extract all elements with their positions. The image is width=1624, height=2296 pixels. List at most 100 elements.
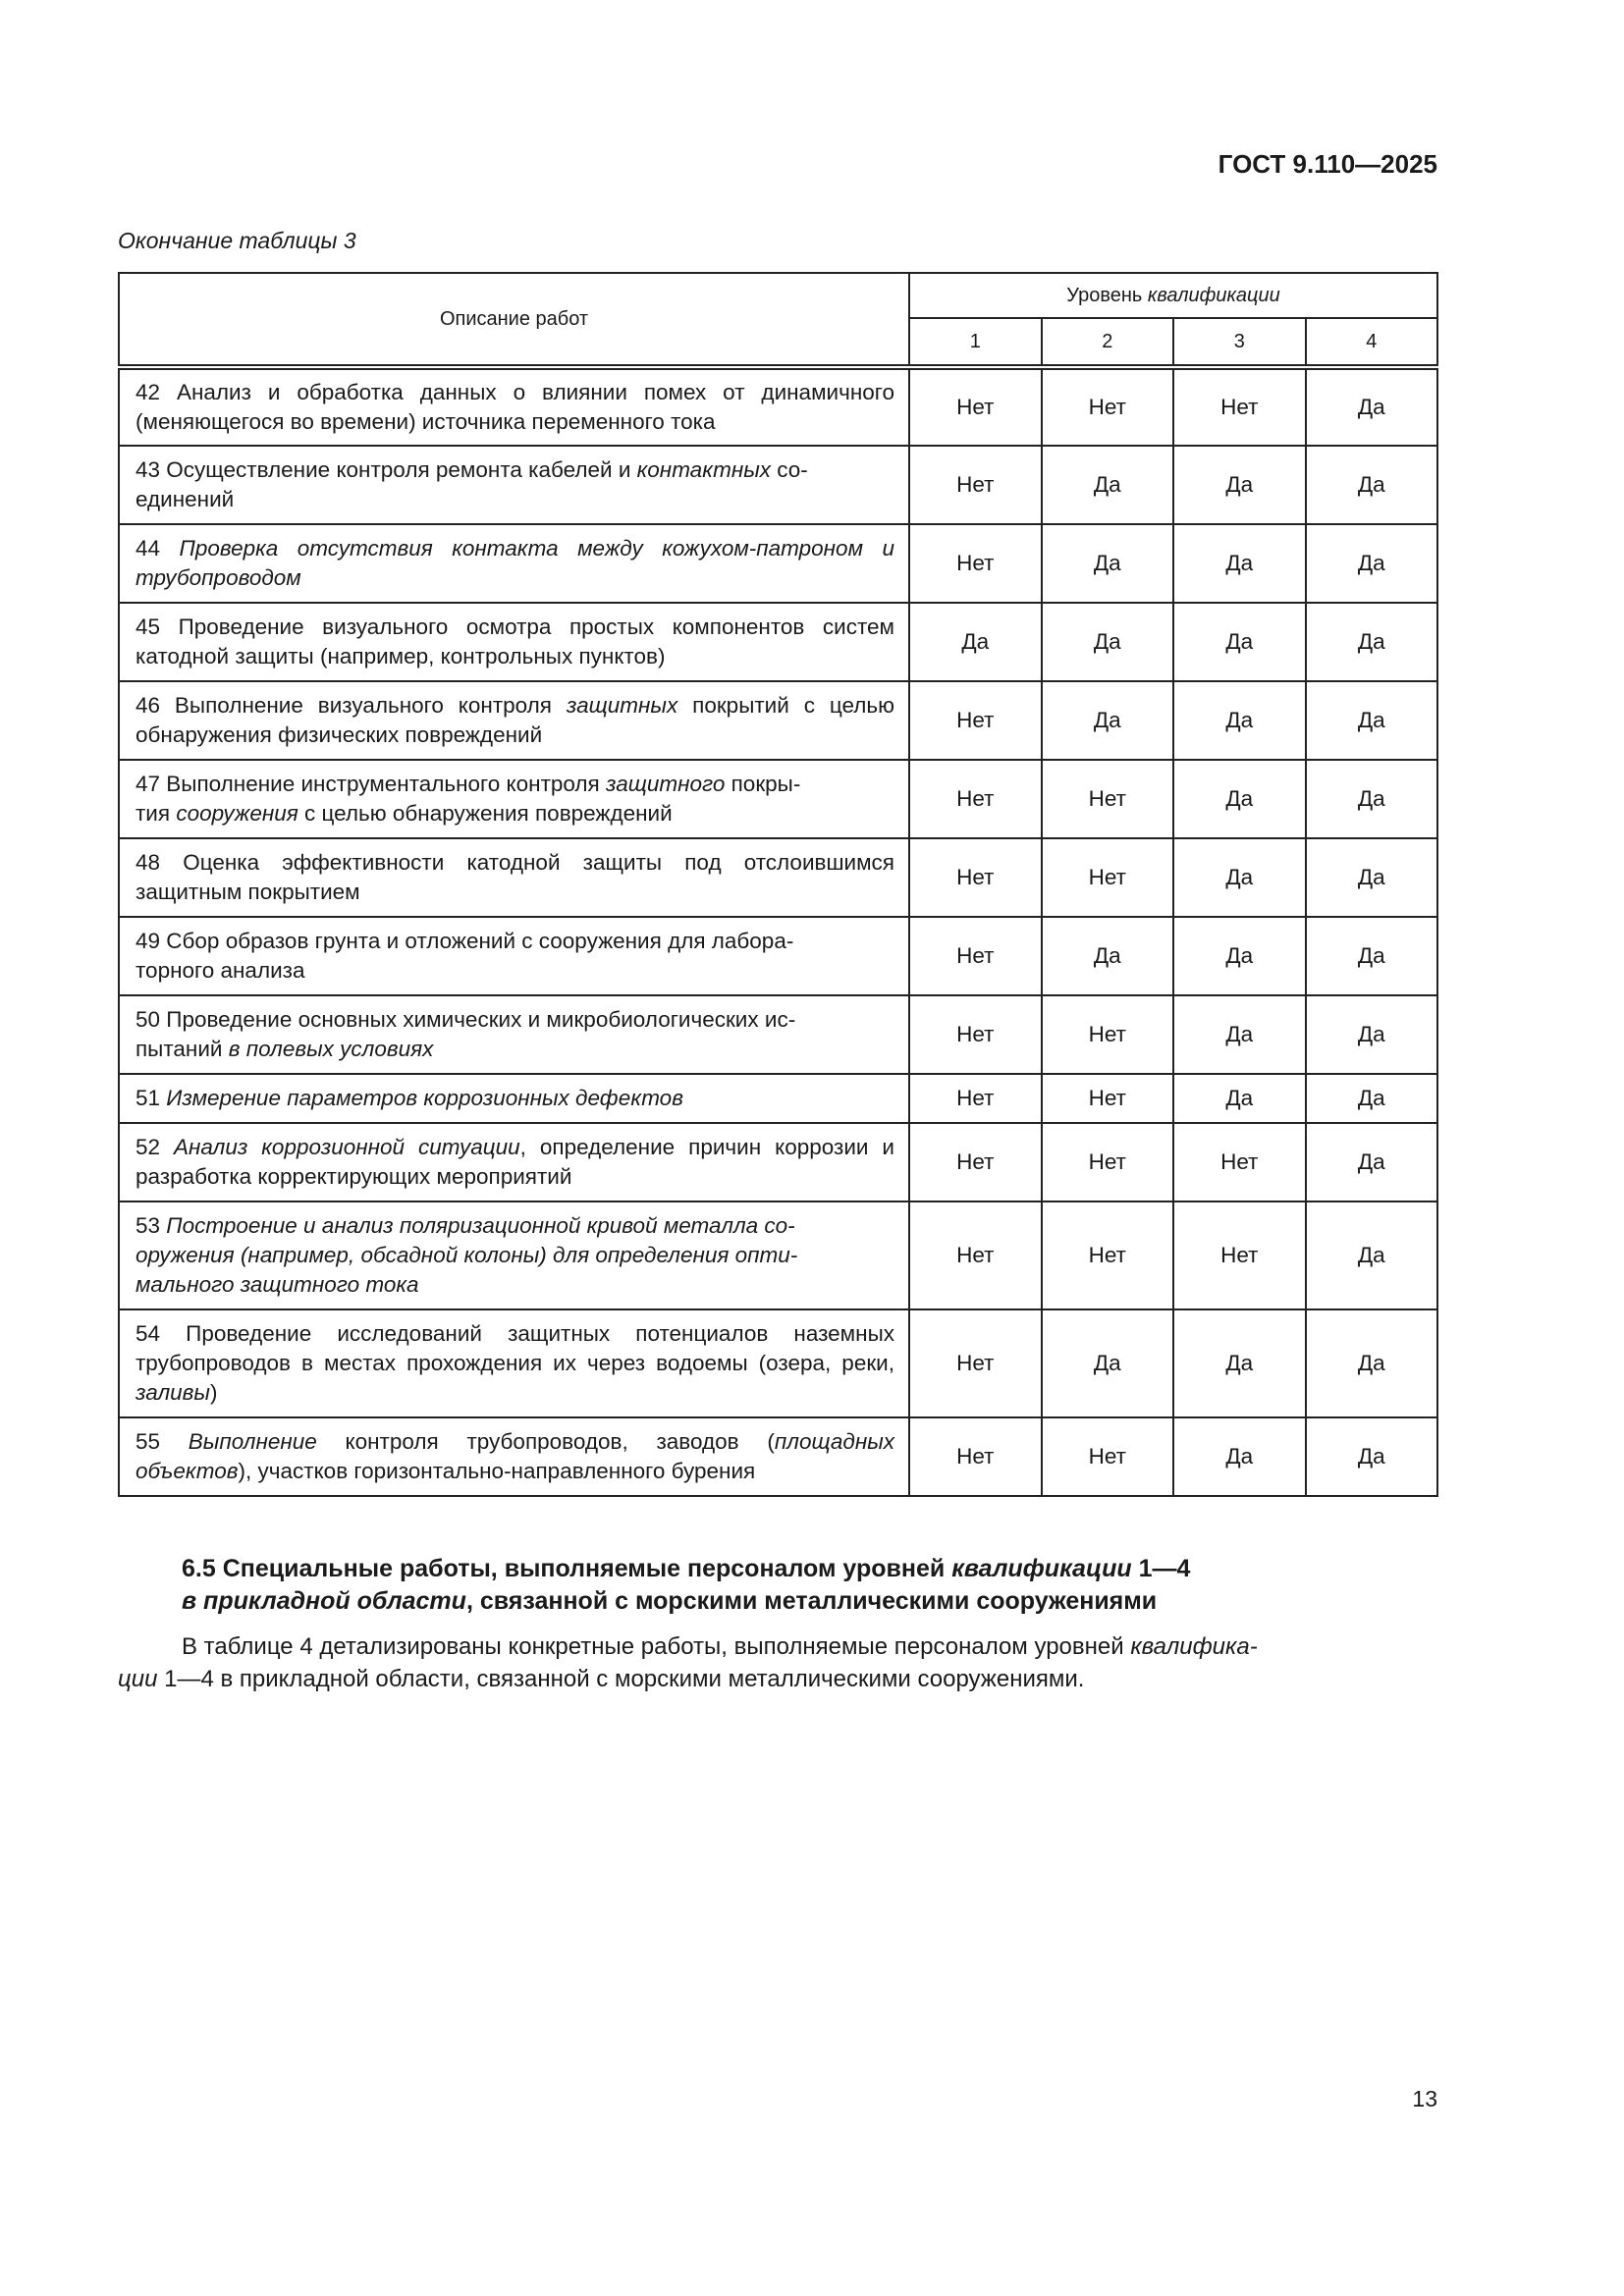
work-description: 54 Проведение исследований защитных поте… [118,1308,910,1418]
level-3-value: Нет [1172,366,1307,447]
level-3-value: Да [1172,916,1307,996]
level-3-value: Да [1172,523,1307,604]
level-2-value: Нет [1040,759,1174,839]
italic-text: квалифика- ции [118,1633,1258,1692]
level-3-value: Да [1172,837,1307,918]
level-header-italic: квалификации [1147,284,1280,306]
work-description: 53 Построение и анализ поляризационной к… [118,1201,910,1310]
level-3-value: Да [1172,1308,1307,1418]
table-row: 53 Построение и анализ поляризационной к… [118,1201,1438,1310]
level-2-value: Нет [1040,1416,1174,1497]
text: 52 [135,1135,175,1159]
work-description: 45 Проведение визуального осмотра просты… [118,602,910,682]
level-4-value: Да [1304,680,1438,761]
text: покры- тия [135,772,801,826]
text: 42 Анализ и обработка данных о влиянии п… [135,380,894,434]
work-description: 55 Выполнение контроля трубопроводов, за… [118,1416,910,1497]
level-header-2: 2 [1040,317,1174,370]
text: 49 Сбор образов грунта и отложений с соо… [135,929,794,983]
italic-text: защитного [605,772,726,796]
text: 45 Проведение визуального осмотра просты… [135,614,894,668]
level-1-value: Нет [908,523,1043,604]
table-row: 43 Осуществление контроля ремонта кабеле… [118,445,1438,525]
level-1-value: Нет [908,759,1043,839]
italic-text: защитных [566,693,678,718]
section-heading: 6.5 Специальные работы, выполняемые перс… [182,1553,1429,1618]
level-3-value: Да [1172,759,1307,839]
text: ) [209,1380,218,1405]
italic-text: заливы [135,1380,210,1405]
level-4-value: Да [1304,602,1438,682]
level-4-value: Да [1304,1416,1438,1497]
table-row: 42 Анализ и обработка данных о влиянии п… [118,366,1438,447]
work-description: 52 Анализ коррозионной ситуации, определ… [118,1122,910,1202]
table-row: 55 Выполнение контроля трубопроводов, за… [118,1416,1438,1497]
level-2-value: Да [1040,680,1174,761]
level-3-value: Да [1172,1073,1307,1124]
italic-text: Выполнение [188,1429,317,1454]
text: 44 [135,536,180,561]
table-row: 50 Проведение основных химических и микр… [118,994,1438,1075]
level-3-value: Да [1172,994,1307,1075]
italic-text: контактных [636,457,772,482]
level-4-value: Да [1304,1073,1438,1124]
level-1-value: Нет [908,1416,1043,1497]
text: 1—4 в прикладной области, связанной с мо… [157,1666,1085,1692]
level-2-value: Нет [1040,1122,1174,1202]
level-4-value: Да [1304,366,1438,447]
level-4-value: Да [1304,1122,1438,1202]
table-row: 51 Измерение параметров коррозионных деф… [118,1073,1438,1124]
work-description: 46 Выполнение визуального контроля защит… [118,680,910,761]
level-4-value: Да [1304,994,1438,1075]
level-2-value: Нет [1040,837,1174,918]
level-1-value: Нет [908,366,1043,447]
text: 54 Проведение исследований защитных поте… [135,1321,894,1375]
text: 55 [135,1429,189,1454]
level-2-value: Да [1040,1308,1174,1418]
level-4-value: Да [1304,1201,1438,1310]
text: , определение причин коррозии и разработ… [135,1135,894,1189]
work-description: 50 Проведение основных химических и микр… [118,994,910,1075]
level-2-value: Да [1040,445,1174,525]
text: 6.5 Специальные работы, выполняемые перс… [182,1555,952,1582]
text: 53 [135,1213,167,1238]
work-description: 49 Сбор образов грунта и отложений с соо… [118,916,910,996]
level-1-value: Нет [908,837,1043,918]
text: , связанной с морскими металлическими со… [465,1587,1158,1615]
work-description: 48 Оценка эффективности катодной защиты … [118,837,910,918]
table-row: 54 Проведение исследований защитных поте… [118,1308,1438,1418]
table-row: 48 Оценка эффективности катодной защиты … [118,837,1438,918]
section-paragraph: В таблице 4 детализированы конкретные ра… [118,1630,1438,1695]
level-1-value: Нет [908,1201,1043,1310]
work-description: 44 Проверка отсутствия контакта между ко… [118,523,910,604]
italic-text: в полевых условиях [228,1037,434,1061]
italic-text: Проверка отсутствия контакта между кожух… [135,536,894,590]
text: со- единений [135,457,808,511]
level-3-value: Да [1172,680,1307,761]
document-code: ГОСТ 9.110—2025 [1218,149,1437,179]
level-2-value: Нет [1040,366,1174,447]
table-caption: Окончание таблицы 3 [118,228,356,253]
level-1-value: Нет [908,680,1043,761]
italic-text: квалификации [951,1555,1132,1582]
text: 48 Оценка эффективности катодной защиты … [135,850,894,904]
level-3-value: Да [1172,602,1307,682]
text: с целью обнаружения повреждений [298,801,673,826]
level-2-value: Да [1040,916,1174,996]
level-4-value: Да [1304,523,1438,604]
table-row: 44 Проверка отсутствия контакта между ко… [118,523,1438,604]
column-header-level: Уровень квалификации [908,272,1438,319]
italic-text: площадных объектов [135,1429,895,1483]
level-4-value: Да [1304,759,1438,839]
text: покрытий с целью обнаружения физических … [135,693,894,747]
table-row: 49 Сбор образов грунта и отложений с соо… [118,916,1438,996]
italic-text: Измерение параметров коррозионных дефект… [166,1086,683,1110]
level-header-4: 4 [1304,317,1438,370]
level-4-value: Да [1304,1308,1438,1418]
level-header-prefix: Уровень [1066,284,1148,306]
text: 50 Проведение основных химических и микр… [135,1007,796,1061]
level-3-value: Да [1172,1416,1307,1497]
level-1-value: Да [908,602,1043,682]
qualification-table: Описание работ Уровень квалификации 1 2 … [118,272,1438,1497]
column-header-description: Описание работ [118,272,910,370]
